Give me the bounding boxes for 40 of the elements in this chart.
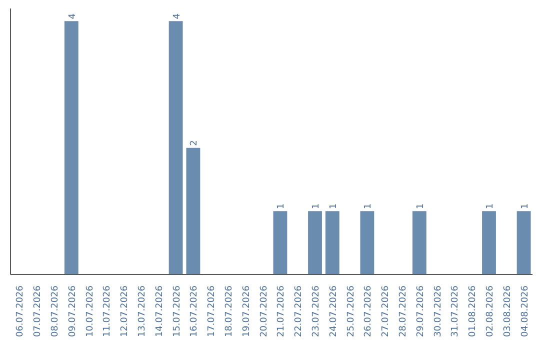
data-label: 1 — [312, 203, 322, 210]
data-label: 4 — [172, 13, 182, 20]
x-tick-label: 22.07.2026 — [294, 285, 304, 338]
data-label: 4 — [68, 13, 78, 20]
x-tick-label: 25.07.2026 — [346, 285, 356, 338]
x-tick-label: 04.08.2026 — [520, 285, 530, 338]
x-tick-label: 30.07.2026 — [433, 285, 444, 338]
data-label: 1 — [486, 203, 496, 210]
x-tick-label: 14.07.2026 — [154, 285, 165, 338]
x-tick-label: 06.07.2026 — [16, 285, 26, 338]
x-tick-label: 13.07.2026 — [138, 285, 148, 338]
data-label: 1 — [520, 203, 530, 210]
x-tick-label: 11.07.2026 — [102, 285, 113, 338]
x-tick-label: 09.07.2026 — [68, 285, 78, 338]
x-tick-label: 17.07.2026 — [207, 285, 218, 338]
x-tick-label: 16.07.2026 — [190, 285, 200, 338]
x-tick-label: 03.08.2026 — [502, 285, 513, 338]
x-tick-label: 21.07.2026 — [276, 285, 287, 338]
x-tick-label: 20.07.2026 — [259, 285, 270, 338]
x-tick-label: 12.07.2026 — [120, 285, 130, 338]
x-tick-label: 31.07.2026 — [450, 285, 461, 338]
x-tick-label: 23.07.2026 — [312, 285, 322, 338]
data-label: 1 — [328, 203, 339, 210]
x-tick-label: 27.07.2026 — [381, 285, 392, 338]
x-tick-label: 28.07.2026 — [398, 285, 408, 338]
data-label: 1 — [416, 203, 426, 210]
x-tick-label: 29.07.2026 — [416, 285, 426, 338]
x-tick-label: 19.07.2026 — [242, 285, 252, 338]
x-tick-label: 15.07.2026 — [172, 285, 182, 338]
x-tick-label: 18.07.2026 — [224, 285, 234, 338]
x-tick-label: 26.07.2026 — [364, 285, 374, 338]
x-tick-label: 02.08.2026 — [486, 285, 496, 338]
data-label: 1 — [276, 203, 287, 210]
x-tick-label: 07.07.2026 — [33, 285, 44, 338]
data-label: 1 — [364, 203, 374, 210]
x-tick-label: 01.08.2026 — [468, 285, 478, 338]
x-tick-label: 10.07.2026 — [85, 285, 96, 338]
data-label: 2 — [190, 140, 200, 146]
x-tick-label: 24.07.2026 — [328, 285, 339, 338]
x-tick-label: 08.07.2026 — [50, 285, 60, 338]
